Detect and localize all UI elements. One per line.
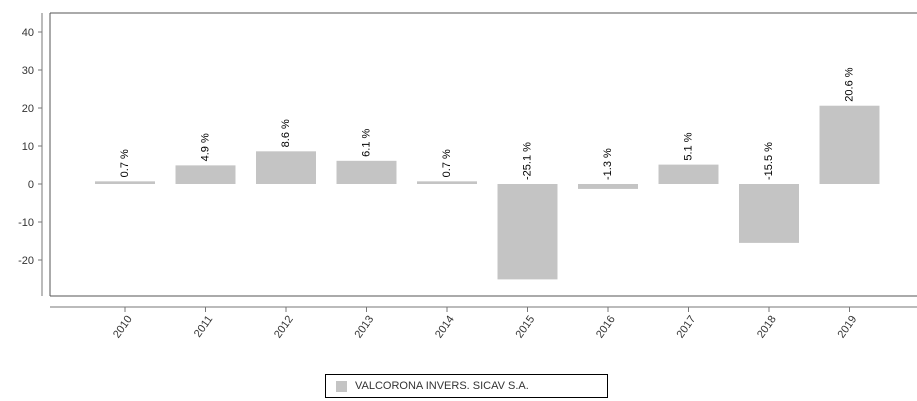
y-tick-label: 40: [22, 27, 34, 39]
legend-label: VALCORONA INVERS. SICAV S.A.: [355, 380, 529, 392]
x-tick-label-2017: 2017: [674, 314, 698, 341]
y-tick-label: -20: [18, 255, 34, 267]
legend: VALCORONA INVERS. SICAV S.A.: [325, 374, 608, 398]
bar-label-2014: 0.7 %: [441, 149, 453, 177]
y-tick-label: -10: [18, 217, 34, 229]
bar-2018: [739, 184, 799, 243]
bar-2019: [819, 105, 880, 184]
x-tick-label-2014: 2014: [433, 314, 457, 341]
x-tick-label-2016: 2016: [594, 314, 618, 341]
bar-label-2016: -1.3 %: [602, 148, 614, 180]
bar-2015: [497, 184, 558, 280]
y-tick-label: 0: [28, 179, 34, 191]
bar-label-2017: 5.1 %: [682, 132, 694, 160]
bar-label-2019: 20.6 %: [843, 67, 855, 101]
x-tick-label-2011: 2011: [192, 314, 215, 340]
bar-2014: [417, 181, 477, 184]
y-tick-label: 30: [22, 65, 34, 77]
bar-label-2011: 4.9 %: [199, 133, 211, 161]
x-tick-label-2018: 2018: [755, 314, 779, 341]
bar-2012: [256, 151, 316, 184]
x-tick-label-2019: 2019: [835, 314, 859, 341]
x-tick-label-2012: 2012: [272, 314, 296, 341]
y-tick-label: 20: [22, 103, 34, 115]
bar-2011: [175, 165, 236, 184]
bar-label-2015: -25.1 %: [521, 142, 533, 180]
bar-label-2010: 0.7 %: [119, 149, 131, 177]
bar-2016: [578, 184, 638, 189]
bar-label-2018: -15.5 %: [763, 142, 775, 180]
bar-label-2012: 8.6 %: [280, 119, 292, 147]
bar-label-2013: 6.1 %: [360, 128, 372, 156]
x-tick-label-2010: 2010: [111, 314, 135, 341]
bar-2017: [658, 164, 719, 184]
bar-2010: [95, 181, 155, 184]
y-tick-label: 10: [22, 141, 34, 153]
x-tick-label-2015: 2015: [513, 314, 537, 341]
bar-2013: [336, 160, 397, 184]
x-tick-label-2013: 2013: [352, 314, 376, 341]
legend-swatch: [336, 380, 347, 392]
